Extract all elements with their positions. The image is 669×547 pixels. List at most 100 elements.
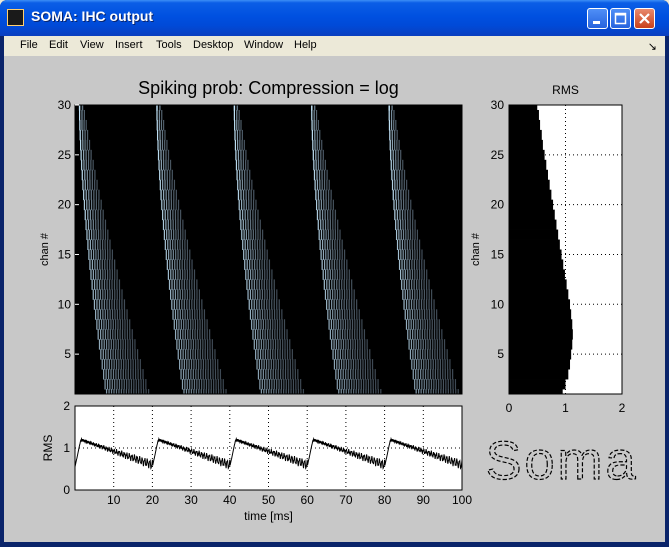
heatmap-cell (440, 389, 442, 394)
heatmap-cell (241, 129, 243, 141)
heatmap-cell (240, 199, 243, 211)
heatmap-cell (326, 169, 328, 181)
heatmap-cell (271, 269, 273, 280)
heatmap-cell (167, 209, 169, 221)
heatmap-cell (336, 269, 339, 280)
menu-desktop[interactable]: Desktop (193, 39, 234, 51)
heatmap-cell (117, 339, 119, 350)
heatmap-cell (139, 369, 142, 380)
rms-bar (509, 259, 564, 270)
heatmap-cell (261, 359, 263, 370)
heatmap-cell (217, 389, 220, 394)
menu-window[interactable]: Window (244, 39, 284, 51)
heatmap-cell (102, 349, 104, 360)
maximize-button[interactable] (610, 8, 631, 29)
menu-file[interactable]: File (20, 39, 38, 51)
heatmap-cell (99, 309, 102, 320)
heatmap-cell (94, 179, 96, 191)
heatmap-cell (238, 199, 240, 211)
heatmap-cell (198, 289, 201, 300)
heatmap-cell (273, 289, 276, 300)
heatmap-cell (80, 149, 82, 161)
heatmap-cell (107, 289, 109, 300)
heatmap-cell (102, 239, 104, 250)
heatmap-cell (182, 329, 184, 340)
heatmap-cell (170, 199, 172, 211)
heatmap-cell (328, 279, 330, 290)
title-bar[interactable]: SOMA: IHC output (0, 0, 669, 36)
heatmap-cell (320, 219, 322, 231)
heatmap-cell (388, 119, 391, 131)
heatmap-cell (341, 289, 343, 300)
heatmap-cell (140, 389, 142, 394)
heatmap-cell (333, 339, 335, 350)
dock-arrow-icon[interactable]: ↘ (647, 41, 657, 53)
heatmap-cell (438, 329, 441, 340)
heatmap-cell (412, 349, 414, 360)
heatmap-cell (442, 389, 444, 394)
rms-bar (509, 319, 573, 330)
heatmap-cell (213, 389, 215, 394)
heatmap-cell (114, 269, 116, 280)
heatmap-cell (143, 389, 145, 394)
heatmap-cell (115, 389, 118, 394)
heatmap-cell (371, 359, 374, 370)
menu-insert[interactable]: Insert (115, 39, 143, 51)
heatmap-cell (390, 109, 393, 121)
minimize-button[interactable] (587, 8, 608, 29)
heatmap-cell (159, 139, 161, 151)
heatmap-cell (85, 189, 87, 201)
heatmap-cell (97, 239, 99, 250)
heatmap-cell (279, 339, 281, 350)
heatmap-cell (181, 359, 183, 370)
heatmap-cell (434, 369, 437, 380)
heatmap-cell (334, 209, 337, 221)
heatmap-cell (341, 259, 343, 270)
heatmap-cell (407, 249, 409, 260)
heatmap-cell (170, 229, 172, 241)
heatmap-cell (179, 359, 181, 370)
heatmap-cell (396, 179, 398, 191)
heatmap-cell (425, 359, 427, 370)
menu-view[interactable]: View (80, 39, 104, 51)
close-button[interactable] (634, 8, 655, 29)
heatmap-cell (406, 179, 408, 191)
heatmap-cell (450, 379, 452, 390)
heatmap-cell (404, 209, 406, 221)
heatmap-cell (367, 389, 370, 394)
heatmap-cell (389, 129, 391, 141)
heatmap-cell (207, 349, 209, 360)
heatmap-cell (267, 369, 269, 380)
heatmap-cell (350, 389, 352, 394)
heatmap-cell (349, 369, 352, 380)
rms-plot-ytick-label: 15 (491, 247, 505, 261)
heatmap-cell (314, 139, 316, 151)
heatmap-cell (215, 379, 217, 390)
heatmap-cell (262, 369, 264, 380)
heatmap-cell (268, 279, 270, 290)
heatmap-cell (110, 389, 113, 394)
heatmap-cell (179, 329, 182, 340)
heatmap-cell (340, 359, 343, 370)
menu-tools[interactable]: Tools (156, 39, 182, 51)
heatmap-cell (198, 359, 200, 370)
heatmap-cell (397, 189, 399, 201)
heatmap-cell (200, 369, 202, 380)
heatmap-cell (177, 249, 179, 260)
heatmap-cell (442, 379, 445, 390)
heatmap-cell (316, 199, 318, 211)
menu-help[interactable]: Help (294, 39, 317, 51)
heatmap-cell (247, 269, 249, 280)
heatmap-cell (123, 389, 125, 394)
heatmap-cell (351, 319, 354, 330)
heatmap-cell (337, 229, 339, 241)
heatmap-cell (116, 379, 118, 390)
heatmap-cell (452, 369, 454, 380)
heatmap-cell (273, 299, 275, 310)
heatmap-cell (103, 369, 105, 380)
heatmap-cell (438, 379, 440, 390)
heatmap-cell (168, 249, 170, 260)
heatmap-cell (189, 309, 191, 320)
heatmap-cell (90, 269, 92, 280)
menu-edit[interactable]: Edit (49, 39, 68, 51)
